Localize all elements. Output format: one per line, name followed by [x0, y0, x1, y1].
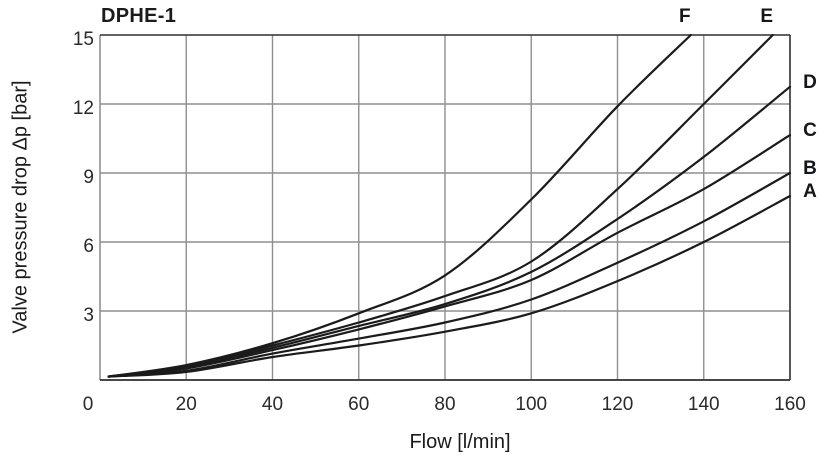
curve-label-B: B	[803, 158, 817, 179]
x-tick-120: 120	[601, 394, 634, 415]
curve-C	[107, 134, 792, 378]
x-tick-140: 140	[687, 394, 720, 415]
curve-label-C: C	[803, 120, 817, 142]
curve-F	[107, 33, 692, 378]
curve-D	[107, 85, 792, 378]
curve-label-D: D	[803, 71, 817, 93]
chart-title: DPHE-1	[101, 5, 177, 27]
curve-label-E: E	[760, 6, 774, 27]
curve-label-F: F	[679, 6, 691, 27]
curve-label-A: A	[803, 181, 817, 202]
x-axis-label: Flow [l/min]	[409, 431, 511, 453]
x-tick-40: 40	[261, 394, 284, 415]
curve-A	[107, 194, 792, 378]
curve-E	[107, 33, 774, 378]
y-tick-9: 9	[83, 167, 94, 188]
x-tick-100: 100	[515, 394, 548, 415]
curve-B	[107, 171, 792, 378]
x-tick-20: 20	[175, 394, 197, 415]
y-tick-6: 6	[83, 236, 94, 257]
x-tick-80: 80	[434, 394, 456, 415]
y-axis-label: Valve pressure drop Δp [bar]	[9, 80, 32, 334]
x-tick-60: 60	[348, 394, 370, 415]
y-tick-15: 15	[72, 29, 94, 50]
x-tick-0: 0	[82, 394, 94, 415]
y-tick-3: 3	[83, 305, 94, 326]
x-tick-160: 160	[774, 394, 806, 415]
y-tick-12: 12	[72, 98, 94, 119]
